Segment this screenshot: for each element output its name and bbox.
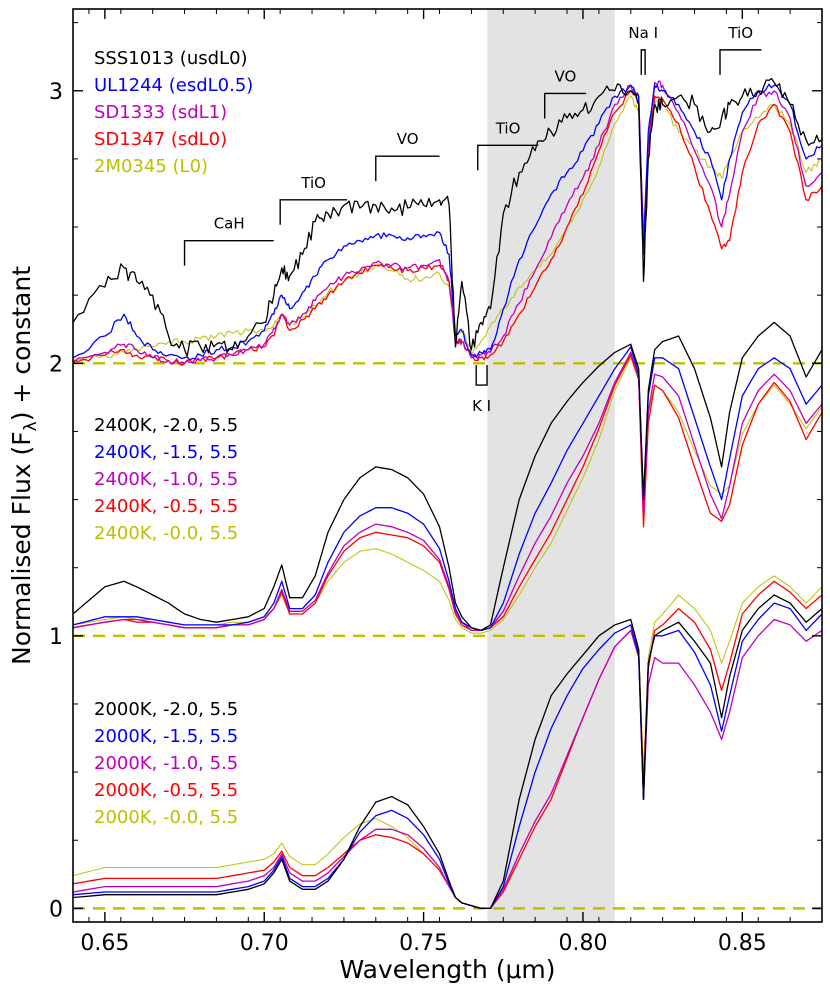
feature-label: TiO: [727, 24, 753, 42]
feature-label-layer: CaH TiO VO TiO VO Na I TiO K I: [183, 24, 762, 415]
feature-bracket: [544, 92, 587, 119]
feature-bracket: [640, 49, 646, 75]
legend-entry: SSS1013 (usdL0): [94, 48, 248, 69]
feature-bracket: [375, 155, 440, 182]
series-line: [72, 83, 823, 361]
y-tick-label: 1: [49, 625, 63, 650]
legend-entry: 2400K, -0.0, 5.5: [94, 523, 238, 544]
feature-bracket: [477, 144, 539, 171]
legend-entry: 2400K, -2.0, 5.5: [94, 415, 238, 436]
tick-layer: 0.65 0.70 0.75 0.80 0.85 0 1 2 3: [49, 9, 822, 956]
y-tick-label: 2: [49, 352, 63, 377]
feature-label: TiO: [300, 174, 326, 192]
shaded-region: [487, 9, 615, 922]
baseline-layer: [73, 362, 822, 910]
feature-bracket: [183, 239, 274, 266]
legend-layer: SSS1013 (usdL0) UL1244 (esdL0.5) SD1333 (s…: [94, 48, 253, 828]
series-group-models_2000K: [72, 575, 823, 910]
x-tick-label: 0.75: [399, 931, 448, 956]
y-tick-label: 0: [49, 897, 63, 922]
x-tick-label: 0.80: [558, 931, 607, 956]
series-line: [72, 357, 823, 634]
feature-label: VO: [397, 130, 419, 148]
legend-observed: SSS1013 (usdL0) UL1244 (esdL0.5) SD1333 (s…: [94, 48, 253, 177]
x-tick-label: 0.85: [718, 931, 767, 956]
feature-label: TiO: [495, 119, 521, 137]
legend-entry: 2000K, -2.0, 5.5: [94, 699, 238, 720]
series-line: [72, 346, 823, 632]
legend-entry: 2000K, -0.0, 5.5: [94, 807, 238, 828]
feature-bracket: [475, 365, 488, 386]
y-axis-title-prefix: Normalised Flux (F: [7, 431, 36, 665]
legend-entry: 2000K, -0.5, 5.5: [94, 780, 238, 801]
legend-entry: 2400K, -1.0, 5.5: [94, 469, 238, 490]
series-layer: [72, 77, 823, 910]
legend-entry: 2000K, -1.0, 5.5: [94, 753, 238, 774]
plot-frame: [72, 8, 823, 923]
legend-entry: UL1244 (esdL0.5): [94, 75, 253, 96]
feature-bracket: [719, 49, 762, 75]
legend-entry: 2400K, -0.5, 5.5: [94, 496, 238, 517]
legend-entry: 2M0345 (L0): [94, 156, 208, 177]
feature-label: K I: [472, 397, 491, 415]
series-line: [72, 80, 823, 365]
x-tick-label: 0.70: [240, 931, 289, 956]
series-group-observed: [72, 77, 823, 366]
x-axis-title: Wavelength (μm): [339, 955, 555, 984]
legend-entry: 2000K, -1.5, 5.5: [94, 726, 238, 747]
y-axis-title-subscript: λ: [21, 421, 41, 431]
series-line: [72, 321, 823, 632]
series-group-models_2400K: [72, 321, 823, 634]
legend-entry: 2400K, -1.5, 5.5: [94, 442, 238, 463]
legend-entry: SD1333 (sdL1): [94, 102, 227, 123]
feature-bracket: [279, 199, 348, 225]
feature-label: VO: [555, 67, 577, 85]
series-line: [72, 594, 823, 910]
feature-label: CaH: [214, 215, 245, 233]
series-line: [72, 77, 823, 357]
y-axis-title-suffix: ) + constant: [7, 266, 36, 421]
legend-entry: SD1347 (sdL0): [94, 129, 227, 150]
feature-label: Na I: [628, 24, 658, 42]
y-axis-title: Normalised Flux (Fλ) + constant: [7, 266, 41, 665]
y-tick-label: 3: [49, 80, 63, 105]
legend-models_2000K: 2000K, -2.0, 5.5 2000K, -1.5, 5.5 2000K, -…: [94, 699, 238, 828]
x-tick-label: 0.65: [80, 931, 129, 956]
legend-models_2400K: 2400K, -2.0, 5.5 2400K, -1.5, 5.5 2400K, -…: [94, 415, 238, 544]
